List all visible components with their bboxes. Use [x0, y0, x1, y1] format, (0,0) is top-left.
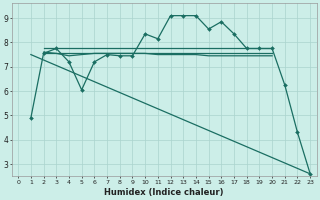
- X-axis label: Humidex (Indice chaleur): Humidex (Indice chaleur): [104, 188, 224, 197]
